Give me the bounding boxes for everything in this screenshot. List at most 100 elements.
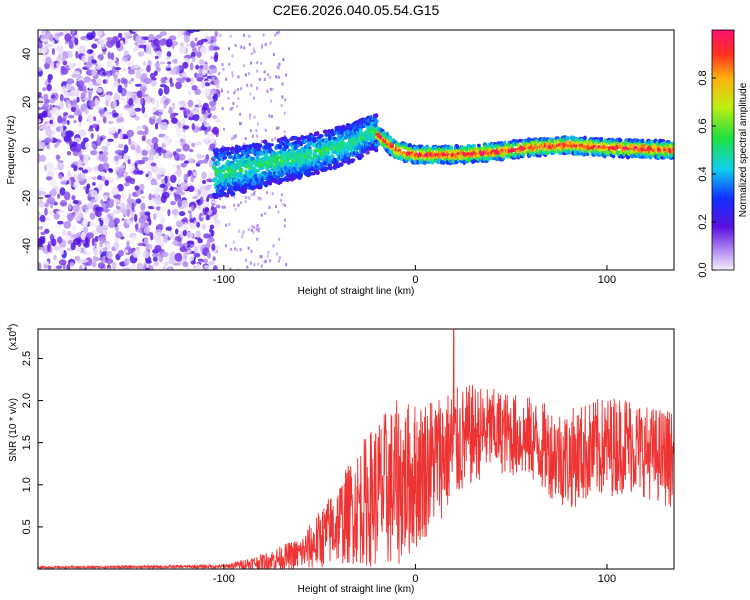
spectrogram-cell bbox=[38, 154, 47, 162]
spectrogram-cell bbox=[94, 236, 99, 242]
spectrogram-cell bbox=[276, 252, 279, 256]
spectrogram-cell bbox=[51, 88, 58, 94]
spectrogram-cell bbox=[76, 96, 80, 103]
spectrogram-cell bbox=[92, 182, 96, 186]
spectrogram-cell bbox=[126, 61, 134, 67]
spectrogram-cell bbox=[219, 197, 222, 201]
spectrogram-cell bbox=[93, 85, 97, 92]
spectrogram-cell bbox=[42, 103, 50, 110]
spectrogram-cell bbox=[137, 51, 145, 57]
spectrogram-cell bbox=[171, 125, 179, 129]
spectrogram-cell bbox=[271, 87, 274, 91]
spectrogram-cell bbox=[38, 43, 43, 49]
spectrogram-cell bbox=[98, 153, 106, 162]
spectrogram-cell bbox=[175, 148, 182, 153]
spectrogram-cell bbox=[106, 267, 112, 270]
spectrogram-cell bbox=[283, 224, 286, 228]
spectrogram-cell bbox=[127, 80, 132, 85]
spectrogram-cell bbox=[250, 83, 253, 87]
spectrogram-cell bbox=[57, 139, 62, 144]
spectrogram-cell bbox=[141, 87, 145, 97]
snr-ylabel-scale: (x104) bbox=[7, 324, 19, 351]
spectrogram-cell bbox=[96, 87, 103, 93]
spectrogram-cell bbox=[340, 162, 344, 166]
spectrogram-cell bbox=[250, 193, 253, 197]
spectrogram-cell bbox=[253, 173, 258, 179]
spectrogram-cell bbox=[253, 50, 256, 54]
spectrogram-cell bbox=[322, 129, 328, 134]
spectrogram-cell bbox=[154, 152, 160, 159]
spectrogram-cell bbox=[192, 114, 200, 121]
spectrogram-cell bbox=[244, 196, 247, 200]
spectrogram-cell bbox=[94, 98, 99, 106]
spectrogram-cell bbox=[225, 223, 228, 227]
spectrogram-cell bbox=[88, 92, 92, 100]
spectrogram-cell bbox=[46, 83, 52, 92]
spectrogram-cell bbox=[163, 85, 170, 95]
spectrogram-cell bbox=[159, 149, 167, 154]
figure-title: C2E6.2026.040.05.54.G15 bbox=[273, 2, 440, 18]
spectrogram-cell bbox=[108, 127, 117, 134]
spectrogram-cell bbox=[150, 182, 159, 186]
spectrogram-cell bbox=[221, 168, 226, 173]
spectrogram-cell bbox=[350, 158, 356, 162]
spectrogram-cell bbox=[63, 191, 71, 201]
spectrogram-cell bbox=[113, 112, 119, 118]
spectrogram-cell bbox=[240, 45, 243, 49]
spectrogram-cell bbox=[234, 158, 238, 163]
spectrogram-cell bbox=[176, 126, 181, 136]
spectrogram-cell bbox=[174, 186, 183, 194]
spectrogram-cell bbox=[206, 252, 212, 259]
spectrogram-cell bbox=[83, 250, 87, 255]
spectrogram-cell bbox=[156, 44, 161, 51]
spectrogram-cell bbox=[169, 251, 176, 258]
spectrogram-cell bbox=[374, 119, 379, 124]
y-tick-label: 20 bbox=[21, 96, 33, 108]
spectrogram-cell bbox=[220, 89, 223, 93]
spectrogram-cell bbox=[113, 100, 117, 109]
spectrogram-cell bbox=[199, 65, 204, 69]
spectrogram-cell bbox=[85, 251, 91, 256]
spectrogram-cell bbox=[271, 138, 274, 142]
spectrogram-cell bbox=[156, 231, 164, 237]
spectrogram-cell bbox=[209, 228, 213, 233]
spectrogram-cell bbox=[108, 111, 113, 115]
spectrogram-cell bbox=[91, 59, 97, 64]
spectrogram-cell bbox=[69, 90, 77, 97]
spectrogram-cell bbox=[315, 170, 320, 175]
spectrogram-cell bbox=[122, 67, 127, 72]
spectrogram-cell bbox=[182, 61, 189, 69]
colorbar-tick-label: 0.0 bbox=[697, 262, 709, 277]
spectrogram-cell bbox=[278, 256, 281, 260]
spectrogram-cell bbox=[261, 44, 264, 47]
spectrogram-cell bbox=[194, 188, 198, 197]
spectrogram-cell bbox=[73, 137, 81, 143]
spectrogram-cell bbox=[148, 193, 153, 201]
spectrogram-cell bbox=[152, 199, 156, 209]
spectrogram-cell bbox=[79, 265, 83, 270]
spectrogram-cell bbox=[388, 135, 393, 141]
spectrogram-cell bbox=[243, 33, 246, 37]
spectrogram-cell bbox=[84, 142, 90, 149]
spectrogram-cell bbox=[407, 144, 413, 148]
spectrogram-cell bbox=[230, 247, 232, 251]
snr-xlabel: Height of straight line (km) bbox=[298, 584, 415, 595]
spectrogram-cell bbox=[99, 171, 106, 176]
spectrogram-cell bbox=[281, 82, 284, 86]
spectrogram-cell bbox=[112, 199, 120, 203]
spectrogram-cell bbox=[583, 135, 587, 141]
spectrogram-cell bbox=[61, 56, 66, 62]
spectrogram-cell bbox=[194, 37, 198, 42]
spectrogram-cell bbox=[194, 141, 203, 146]
spectrogram-cell bbox=[124, 104, 132, 109]
spectrogram-cell bbox=[203, 258, 208, 264]
spectrogram-cell bbox=[90, 198, 97, 204]
spectrogram-cell bbox=[671, 147, 674, 152]
spectrogram-cell bbox=[80, 105, 85, 111]
spectrogram-cell bbox=[260, 158, 266, 164]
spectrogram-cell bbox=[134, 107, 142, 112]
spectrogram-cell bbox=[113, 67, 122, 71]
spectrogram-cell bbox=[83, 108, 89, 115]
spectrogram-cell bbox=[129, 264, 135, 270]
spectrogram-cell bbox=[199, 46, 208, 54]
